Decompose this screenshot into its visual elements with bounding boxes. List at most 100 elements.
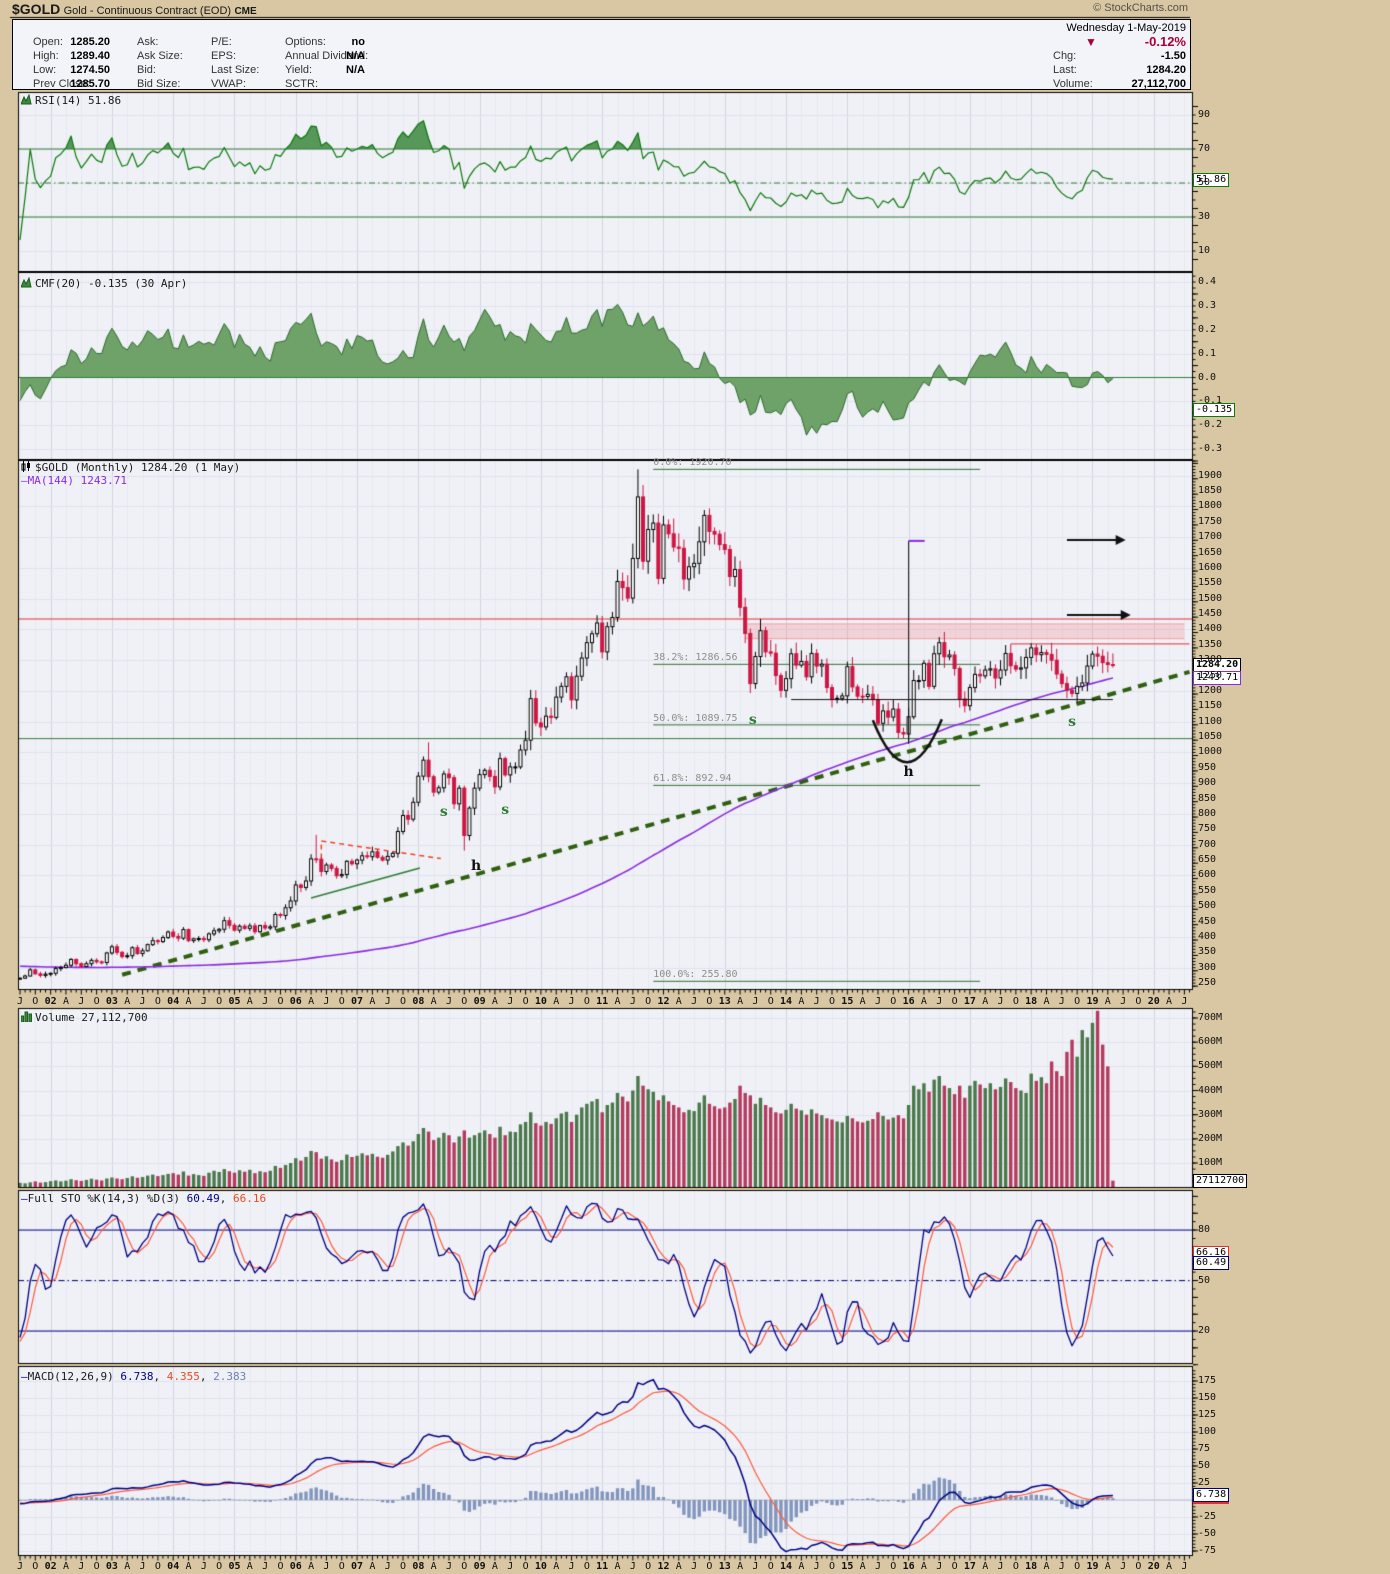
- x-tick: O: [154, 996, 161, 1007]
- y-tick: 850: [1198, 792, 1217, 804]
- fib-level-label: 100.0%: 255.80: [653, 969, 738, 981]
- x-tick: O: [1012, 996, 1019, 1007]
- quote-field-label: Bid Size:: [137, 78, 181, 90]
- x-tick: O: [216, 996, 223, 1007]
- x-tick: 10: [534, 996, 547, 1007]
- x-tick: J: [1058, 1561, 1065, 1572]
- sto-legend-prefix: Full STO %K(14,3) %D(3): [27, 1192, 187, 1205]
- y-tick: 500: [1198, 900, 1217, 912]
- x-tick: O: [1074, 996, 1081, 1007]
- quote-percent-change: -0.12%: [1144, 34, 1186, 49]
- instrument-name: Gold - Continuous Contract (EOD): [63, 5, 232, 17]
- x-tick: J: [262, 996, 269, 1007]
- x-tick: A: [62, 1561, 69, 1572]
- down-triangle-icon: ▼: [1085, 35, 1097, 49]
- x-tick: J: [997, 1561, 1004, 1572]
- sto-k-value: 60.49: [186, 1192, 220, 1205]
- y-tick: 75: [1198, 1443, 1211, 1454]
- macd-separator: ,: [199, 1370, 214, 1383]
- x-tick: O: [277, 996, 284, 1007]
- y-tick: 900: [1198, 777, 1217, 789]
- annotation-letter-s: s: [748, 711, 757, 728]
- x-tick: A: [369, 1561, 376, 1572]
- x-tick: A: [1104, 996, 1111, 1007]
- x-tick: A: [185, 1561, 192, 1572]
- x-tick: J: [1058, 996, 1065, 1007]
- x-tick: 12: [657, 996, 670, 1007]
- sto-d-value: 66.16: [232, 1192, 267, 1205]
- quote-field-label: Ask:: [137, 36, 159, 48]
- x-tick: 07: [351, 1561, 364, 1572]
- x-tick: J: [139, 996, 146, 1007]
- x-tick: J: [445, 1561, 452, 1572]
- x-tick: J: [323, 996, 330, 1007]
- x-tick: A: [246, 996, 253, 1007]
- x-tick: J: [1120, 996, 1127, 1007]
- y-tick: 450: [1198, 915, 1217, 927]
- y-tick: 1800: [1198, 500, 1223, 512]
- y-tick: 1600: [1198, 561, 1223, 573]
- x-tick: 02: [44, 1561, 57, 1572]
- x-tick: A: [491, 1561, 498, 1572]
- x-tick: 10: [534, 1561, 547, 1572]
- x-tick: A: [982, 996, 989, 1007]
- x-tick: 17: [963, 996, 976, 1007]
- candlestick-icon: [21, 461, 32, 475]
- x-tick: A: [798, 1561, 805, 1572]
- x-tick: J: [874, 996, 881, 1007]
- y-tick: -50: [1198, 1528, 1217, 1539]
- quote-field-value: 1285.70: [70, 78, 110, 90]
- y-tick: 650: [1198, 854, 1217, 866]
- sto-separator: ,: [219, 1192, 233, 1205]
- x-tick: A: [1043, 996, 1050, 1007]
- x-tick: A: [62, 996, 69, 1007]
- y-tick: 700: [1198, 838, 1217, 850]
- x-tick: A: [308, 1561, 315, 1572]
- x-tick: O: [277, 1561, 284, 1572]
- x-tick: J: [568, 996, 575, 1007]
- y-tick: 100M: [1198, 1157, 1223, 1169]
- x-tick: O: [1074, 1561, 1081, 1572]
- x-tick: O: [890, 1561, 897, 1572]
- y-tick: 1700: [1198, 531, 1223, 543]
- x-tick: O: [400, 1561, 407, 1572]
- x-tick: O: [645, 996, 652, 1007]
- symbol: $GOLD: [12, 1, 61, 17]
- x-tick: A: [737, 996, 744, 1007]
- stockcharts-credit-link[interactable]: © StockCharts.com: [1093, 2, 1188, 14]
- annotation-letter-s: s: [501, 801, 510, 818]
- x-tick: O: [583, 996, 590, 1007]
- fib-level-label: 61.8%: 892.94: [653, 773, 732, 785]
- annotation-letter-h: h: [470, 857, 482, 874]
- x-tick: J: [568, 1561, 575, 1572]
- x-tick: 14: [780, 996, 793, 1007]
- quote-field-value: 1284.20: [1146, 64, 1186, 76]
- x-tick: J: [629, 1561, 636, 1572]
- x-tick: J: [139, 1561, 146, 1572]
- x-tick: 04: [167, 1561, 180, 1572]
- y-tick: 400: [1198, 930, 1217, 942]
- y-tick: 90: [1198, 109, 1211, 120]
- x-tick: A: [859, 1561, 866, 1572]
- x-tick: 03: [105, 1561, 118, 1572]
- rsi-legend: RSI(14) 51.86: [20, 93, 121, 107]
- quote-field-value: N/A: [346, 50, 365, 62]
- x-tick: A: [675, 1561, 682, 1572]
- x-tick: 14: [780, 1561, 793, 1572]
- x-tick: O: [32, 996, 39, 1007]
- x-tick: 20: [1147, 1561, 1160, 1572]
- y-tick: 1850: [1198, 485, 1223, 497]
- y-tick: 30: [1198, 211, 1211, 222]
- y-tick: 1150: [1198, 700, 1223, 712]
- cmf-legend-text: CMF(20) -0.135 (30 Apr): [35, 277, 188, 290]
- quote-field-label: Bid:: [137, 64, 156, 76]
- x-tick: 19: [1086, 996, 1099, 1007]
- rsi-value-box: 51.86: [1193, 172, 1230, 187]
- x-tick: A: [1104, 1561, 1111, 1572]
- y-tick: 600M: [1198, 1036, 1223, 1048]
- x-tick: A: [185, 996, 192, 1007]
- x-tick: O: [645, 1561, 652, 1572]
- x-tick: J: [78, 1561, 85, 1572]
- x-tick: J: [629, 996, 636, 1007]
